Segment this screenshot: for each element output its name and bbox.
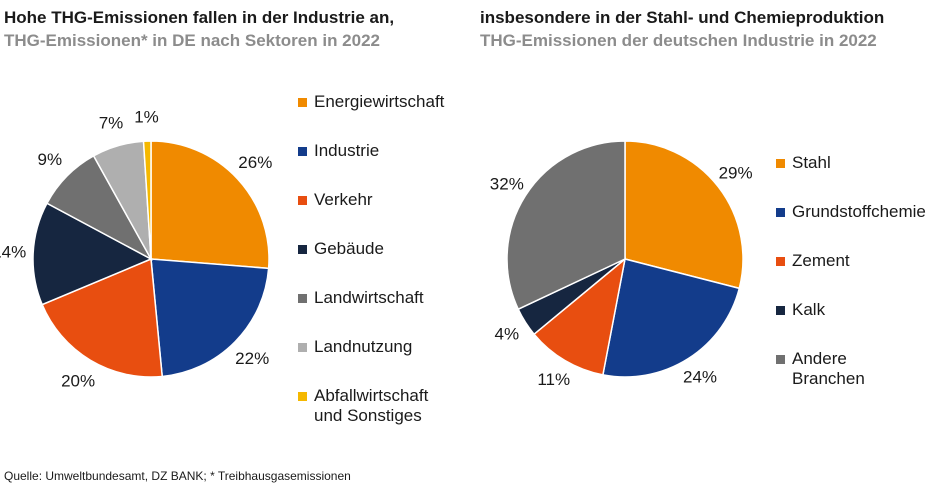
- sector-label-energiewirtschaft: 26%: [238, 153, 272, 172]
- industry-label-zement: 11%: [537, 370, 570, 389]
- legend-label: Energiewirtschaft: [314, 92, 445, 111]
- legend-label: Andere Branchen: [792, 349, 865, 388]
- legend-swatch: [298, 245, 307, 254]
- sector-legend-item-energiewirtschaft: Energiewirtschaft: [298, 92, 444, 112]
- legend-label: Kalk: [792, 300, 826, 319]
- sector-slice-gebäude: [32, 202, 153, 306]
- industry-slice-grundstoffchemie: [602, 258, 741, 378]
- legend-label: Grundstoffchemie: [792, 202, 926, 221]
- sector-label-gebäude: 14%: [0, 243, 26, 262]
- legend-label: Verkehr: [314, 190, 373, 209]
- industry-slice-zement: [533, 257, 627, 376]
- sector-slice-abfallwirtschaft-und-sonstiges: [142, 140, 152, 260]
- legend-label: Landnutzung: [314, 337, 413, 356]
- left-chart-subtitle: THG-Emissionen* in DE nach Sektoren in 2…: [4, 31, 380, 50]
- sector-slice-verkehr: [41, 257, 164, 378]
- legend-label: Landwirtschaft: [314, 288, 424, 307]
- sector-label-landwirtschaft: 9%: [38, 150, 63, 169]
- sector-legend-item-verkehr: Verkehr: [298, 190, 373, 210]
- sector-label-verkehr: 20%: [61, 371, 95, 390]
- legend-label: Stahl: [792, 153, 831, 172]
- legend-label: Industrie: [314, 141, 380, 160]
- legend-swatch: [776, 159, 785, 168]
- legend-swatch: [776, 355, 785, 364]
- industry-pie-chart: 29% 24% 11% 4% 32%: [490, 140, 753, 389]
- legend-swatch: [776, 208, 785, 217]
- legend-swatch: [298, 98, 307, 107]
- sector-label-landnutzung: 7%: [99, 113, 124, 132]
- sector-legend-item-landwirtschaft: Landwirtschaft: [298, 288, 424, 308]
- legend-label: Gebäude: [314, 239, 384, 258]
- sector-slice-energiewirtschaft: [150, 140, 270, 270]
- legend-swatch: [298, 343, 307, 352]
- industry-label-grundstoffchemie: 24%: [683, 368, 717, 387]
- legend-swatch: [776, 306, 785, 315]
- legend-label: Abfallwirtschaft und Sonstiges: [314, 386, 429, 425]
- industry-label-stahl: 29%: [719, 164, 753, 183]
- industry-legend-item-grundstoffchemie: Grundstoffchemie: [776, 202, 926, 222]
- right-chart-subtitle: THG-Emissionen der deutschen Industrie i…: [480, 31, 877, 50]
- industry-label-kalk: 4%: [495, 325, 520, 344]
- industry-legend-item-zement: Zement: [776, 251, 850, 271]
- sector-label-industrie: 22%: [235, 349, 269, 368]
- industry-legend-item-kalk: Kalk: [776, 300, 825, 320]
- industry-slice-andere-branchen: [506, 140, 626, 311]
- source-note: Quelle: Umweltbundesamt, DZ BANK; * Trei…: [4, 469, 351, 483]
- sector-legend-item-abfallwirtschaft-und-sonstiges: Abfallwirtschaft und Sonstiges: [298, 386, 428, 426]
- sector-legend-item-landnutzung: Landnutzung: [298, 337, 412, 357]
- sector-legend-item-industrie: Industrie: [298, 141, 379, 161]
- industry-label-andere-branchen: 32%: [490, 175, 524, 194]
- industry-legend-item-andere-branchen: Andere Branchen: [776, 349, 865, 389]
- legend-swatch: [298, 392, 307, 401]
- industry-legend-item-stahl: Stahl: [776, 153, 831, 173]
- legend-swatch: [298, 147, 307, 156]
- legend-swatch: [298, 196, 307, 205]
- sector-legend-item-gebäude: Gebäude: [298, 239, 384, 259]
- left-chart-title: Hohe THG-Emissionen fallen in der Indust…: [4, 8, 395, 27]
- sector-pie-chart: 26% 22% 20% 14% 9% 7% 1%: [0, 108, 272, 391]
- legend-label: Zement: [792, 251, 850, 270]
- industry-slice-stahl: [624, 140, 744, 290]
- sector-label-abfallwirtschaft-und-sonstiges: 1%: [134, 108, 159, 127]
- sector-slice-industrie: [150, 258, 270, 378]
- legend-swatch: [776, 257, 785, 266]
- legend-swatch: [298, 294, 307, 303]
- right-chart-title: insbesondere in der Stahl- und Chemiepro…: [480, 8, 885, 27]
